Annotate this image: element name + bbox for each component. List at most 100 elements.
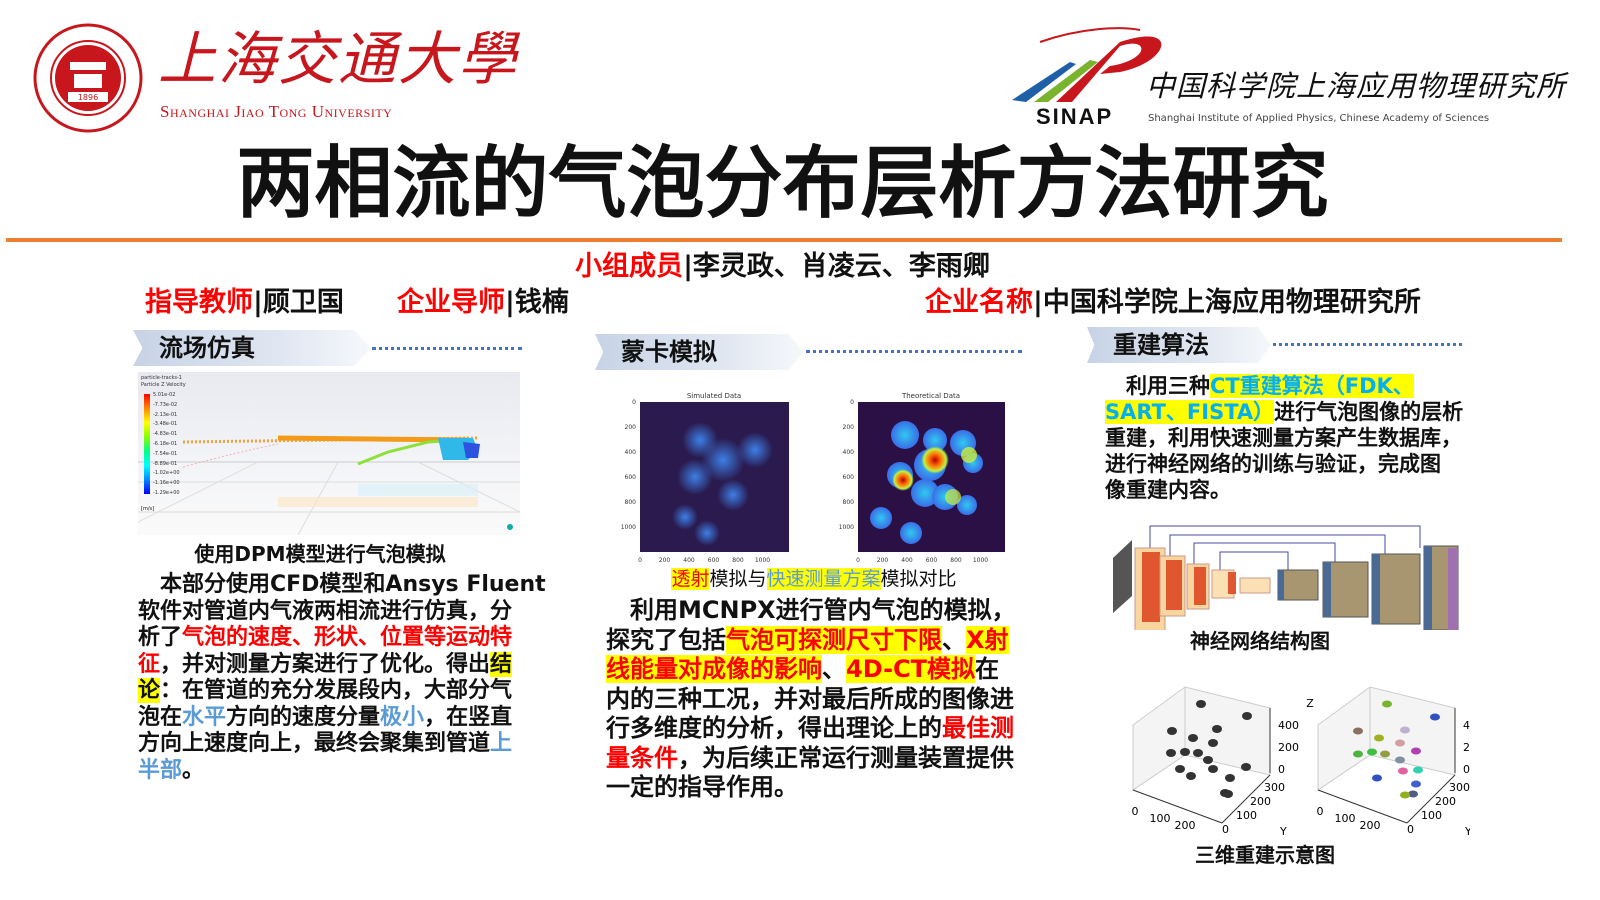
text-run: 。 bbox=[182, 757, 205, 783]
company-value: |中国科学院上海应用物理研究所 bbox=[1033, 287, 1421, 318]
text-run: 像重建内容。 bbox=[1105, 478, 1231, 502]
bubble-marker bbox=[1430, 713, 1440, 721]
y-tick-label: 800 bbox=[843, 499, 855, 506]
paragraph-line: 泡在水平方向的速度分量极小，在竖直 bbox=[138, 705, 546, 732]
monte-carlo-paragraph: 利用MCNPX进行管内气泡的模拟， 探究了包括气泡可探测尺寸下限、X射 线能量对成像… bbox=[606, 596, 1016, 803]
bubble-marker bbox=[1374, 734, 1384, 742]
highlighted-text: 水平 bbox=[182, 704, 227, 730]
bubble-marker bbox=[1196, 700, 1206, 708]
x-tick-label: 0 bbox=[638, 557, 642, 564]
page-title: 两相流的气泡分布层析方法研究 bbox=[236, 139, 1329, 229]
bubble-marker bbox=[1203, 756, 1213, 764]
bubble-marker bbox=[1398, 767, 1408, 775]
y-tick-label: 200 bbox=[1250, 795, 1271, 808]
reconstruction-paragraph: 利用三种CT重建算法（FDK、 SART、FISTA）进行气泡图像的层析 重建，利用… bbox=[1105, 373, 1463, 503]
bubble-marker bbox=[1395, 756, 1405, 764]
text-run: 探究了包括 bbox=[606, 625, 726, 654]
y-tick-label: 100 bbox=[1421, 809, 1442, 822]
plot-title: Theoretical Data bbox=[901, 392, 960, 400]
y-tick-label: 300 bbox=[1449, 781, 1470, 794]
bubble-marker bbox=[1372, 774, 1382, 782]
bubble-marker bbox=[1241, 763, 1251, 771]
x-tick-label: 400 bbox=[901, 557, 913, 564]
highlighted-text: 快速测量方案 bbox=[766, 568, 881, 590]
x-tick-label: 800 bbox=[950, 557, 962, 564]
bubble-marker bbox=[1353, 750, 1363, 758]
plot-title: Simulated Data bbox=[687, 392, 741, 400]
neural-network-diagram bbox=[1113, 525, 1459, 630]
corp-advisor-line: 企业导师|钱楠 bbox=[397, 287, 569, 319]
figure-title: particle-tracks-1 Particle Z Velocity bbox=[141, 375, 186, 389]
colorbar-tick: -1.16e+00 bbox=[153, 480, 180, 487]
x-tick-label: 200 bbox=[1175, 819, 1196, 832]
text-run: 软件对管道内气液两相流进行仿真，分 bbox=[138, 598, 513, 624]
3d-axes-box bbox=[1132, 686, 1271, 824]
paragraph-line: 量条件，为后续正常运行测量装置提供 bbox=[606, 744, 1016, 774]
sjtu-name-cn: 上海交通大學 bbox=[158, 25, 519, 93]
monte-carlo-plots: Simulated Data Theoretical Data 0 200 400 6… bbox=[621, 392, 1005, 564]
x-tick-label: 0 bbox=[1317, 805, 1324, 818]
text-run: 、 bbox=[822, 655, 846, 683]
x-tick-label: 200 bbox=[659, 557, 671, 564]
paragraph-line: 本部分使用CFD模型和Ansys Fluent bbox=[138, 572, 546, 599]
text-run: 重建，利用快速测量方案产生数据库， bbox=[1105, 426, 1462, 450]
y-tick-label: 0 bbox=[1222, 823, 1229, 836]
paragraph-line: 像重建内容。 bbox=[1105, 477, 1463, 503]
highlighted-text: 论 bbox=[138, 678, 161, 703]
text-run: 模拟与 bbox=[709, 568, 767, 590]
bubble-marker bbox=[1212, 725, 1222, 733]
bubble-marker bbox=[1208, 739, 1218, 747]
text-run: 方向上速度向上，最终会聚集到管道 bbox=[138, 731, 491, 756]
bubble-marker bbox=[1411, 780, 1421, 788]
text-run: 方向的速度分量 bbox=[226, 704, 381, 730]
text-run: 内的三种工况，并对最后所成的图像进 bbox=[606, 684, 1014, 713]
highlighted-text: 气泡可探测尺寸下限 bbox=[726, 625, 942, 654]
y-tick-label: 0 bbox=[632, 399, 636, 406]
bubble-marker bbox=[1223, 790, 1233, 798]
bubble-marker bbox=[1167, 727, 1177, 735]
text-run: ，并对测量方案进行了优化。得出 bbox=[160, 651, 491, 677]
z-tick-label: 200 bbox=[1463, 741, 1470, 754]
highlighted-text: CT重建算法（FDK、 bbox=[1210, 374, 1414, 398]
colorbar-tick: -1.02e+00 bbox=[153, 470, 180, 477]
x-tick-label: 0 bbox=[856, 557, 860, 564]
bubble-marker bbox=[1193, 749, 1203, 757]
highlighted-text: 透射 bbox=[671, 568, 710, 590]
dotted-divider bbox=[1273, 343, 1462, 346]
x-tick-label: 1000 bbox=[755, 557, 770, 564]
bubble-marker bbox=[1382, 700, 1392, 708]
y-tick-label: 800 bbox=[625, 499, 637, 506]
x-tick-label: 1000 bbox=[973, 557, 988, 564]
y-tick-label: 600 bbox=[843, 474, 855, 481]
members-value: |李灵政、肖凌云、李雨卿 bbox=[683, 251, 990, 282]
figure-title-line: particle-tracks-1 bbox=[141, 375, 182, 381]
paragraph-line: 征，并对测量方案进行了优化。得出结 bbox=[138, 651, 546, 679]
figure-subtitle-line: Particle Z Velocity bbox=[141, 382, 186, 388]
section-heading-monte-carlo: 蒙卡模拟 bbox=[595, 334, 803, 370]
highlighted-text: X射 bbox=[966, 625, 1009, 654]
advisor-label: 指导教师 bbox=[145, 287, 253, 318]
z-tick-label: 400 bbox=[1278, 719, 1299, 732]
paragraph-line: 软件对管道内气液两相流进行仿真，分 bbox=[138, 599, 546, 626]
paragraph-line: 论：在管道的充分发展段内，大部分气 bbox=[138, 678, 546, 705]
colorbar-tick: -7.54e-01 bbox=[153, 450, 178, 457]
company-label: 企业名称 bbox=[925, 287, 1033, 318]
highlighted-text: 半部 bbox=[138, 757, 183, 783]
colorbar-tick: -8.89e-01 bbox=[153, 460, 178, 467]
z-tick-label: 0 bbox=[1463, 763, 1470, 776]
paragraph-line: 方向上速度向上，最终会聚集到管道上 bbox=[138, 731, 546, 758]
colorbar-tick: 5.01e-02 bbox=[153, 392, 176, 398]
x-tick-label: 100 bbox=[1335, 812, 1356, 825]
highlighted-text: 上 bbox=[490, 731, 513, 756]
text-run: 模拟对比 bbox=[880, 568, 957, 590]
paragraph-line: 探究了包括气泡可探测尺寸下限、X射 bbox=[606, 625, 1016, 656]
text-run: 析了 bbox=[138, 625, 183, 650]
z-axis-label: Z bbox=[1306, 697, 1314, 710]
x-tick-label: 400 bbox=[683, 557, 695, 564]
x-tick-label: 200 bbox=[1360, 819, 1381, 832]
advisor-line: 指导教师|顾卫国 bbox=[145, 287, 344, 319]
simulated-blobs bbox=[672, 422, 773, 546]
paragraph-line: 重建，利用快速测量方案产生数据库， bbox=[1105, 425, 1463, 451]
particle-tracks bbox=[138, 435, 520, 535]
